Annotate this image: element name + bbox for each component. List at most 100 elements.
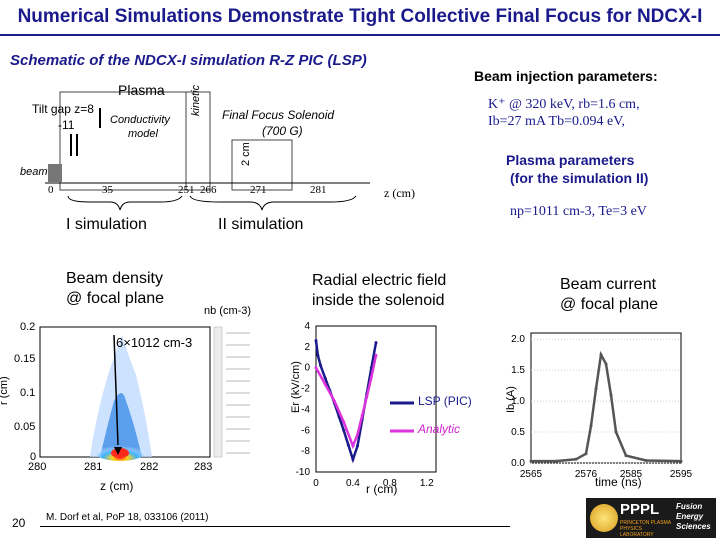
density-panel: nb (cm-3) 6×1012 cm-3 r (cm) 0.2 0.15 0.… xyxy=(0,305,290,495)
data-point xyxy=(323,382,327,386)
solenoid-field: (700 G) xyxy=(262,124,303,138)
data-point xyxy=(554,459,558,463)
data-point xyxy=(365,395,369,399)
y-tick-label: -6 xyxy=(301,425,310,436)
data-point xyxy=(594,387,598,391)
footer-rule xyxy=(40,526,510,527)
y-tick-label: 0.5 xyxy=(511,427,525,438)
current-ylabel: Ib (A) xyxy=(505,386,517,413)
conductivity-label: Conductivity xyxy=(110,114,170,126)
density-plot xyxy=(39,326,250,461)
data-point xyxy=(319,364,323,368)
logo-pppl: PPPL xyxy=(620,501,660,518)
two-cm-label: 2 cm xyxy=(240,142,252,166)
y-tick-label: 0 xyxy=(304,363,310,374)
data-point xyxy=(529,459,533,463)
data-point xyxy=(589,424,593,428)
logo-pppl-sub: PRINCETON PLASMA PHYSICS LABORATORY xyxy=(620,520,671,538)
peak-density-label: 6×1012 cm-3 xyxy=(116,335,193,350)
slide-subtitle: Schematic of the NDCX-I simulation R-Z P… xyxy=(10,52,367,69)
data-point xyxy=(346,443,350,447)
density-xlabel: z (cm) xyxy=(100,479,134,493)
colorbar-label: nb (cm-3) xyxy=(204,305,252,317)
logo-fes: Fusion Energy Sciences xyxy=(676,502,711,531)
density-ylabel: r (cm) xyxy=(0,376,10,405)
x-tick-label: 0.4 xyxy=(346,478,360,489)
injection-params-header: Beam injection parameters: xyxy=(474,68,658,84)
data-point xyxy=(314,339,318,343)
z-axis-label: z (cm) xyxy=(384,186,415,200)
series-line-2 xyxy=(314,354,378,450)
x-tick-label: 2585 xyxy=(620,469,643,480)
y-tick-label: 4 xyxy=(304,321,310,332)
pppl-fes-logo: PPPL PRINCETON PLASMA PHYSICS LABORATORY… xyxy=(586,498,716,538)
z-tick-35: 35 xyxy=(102,184,113,196)
density-ytick: 0.05 xyxy=(14,421,36,433)
density-xtick: 280 xyxy=(28,461,47,473)
plasma-params-subheader: (for the simulation II) xyxy=(510,170,649,186)
current-heading: Beam current xyxy=(560,276,657,293)
data-point xyxy=(584,452,588,456)
current-panel: 2.0 1.5 1.0 0.5 0.0 2565 2576 2585 2595 Ib (A) t… xyxy=(505,325,720,495)
data-point xyxy=(644,459,648,463)
data-point xyxy=(374,353,378,357)
efield-plot: 420-2-4-6-8-100 0.4 0.8 1.2 xyxy=(296,321,437,489)
current-heading-2: @ focal plane xyxy=(560,296,659,313)
data-point xyxy=(374,341,378,345)
plot-frame xyxy=(530,332,682,464)
data-point xyxy=(323,376,327,380)
data-point xyxy=(574,457,578,461)
tilt-gap-label: Tilt gap z=8 xyxy=(32,102,94,116)
density-ytick: 0.1 xyxy=(20,387,36,399)
y-tick-label: -10 xyxy=(296,467,311,478)
simulation-schematic: Plasma Tilt gap z=8 -11 Conductivity mod… xyxy=(0,78,460,278)
data-point xyxy=(314,366,318,370)
plasma-params-line: np=1011 cm-3, Te=3 eV xyxy=(510,204,647,219)
page-number: 20 xyxy=(12,516,26,530)
efield-heading-2: inside the solenoid xyxy=(312,292,445,309)
y-tick-label: 0.0 xyxy=(511,458,525,469)
data-point xyxy=(356,444,360,448)
injection-params-line2: Ib=27 mA Tb=0.094 eV, xyxy=(488,114,625,129)
data-point xyxy=(316,353,320,357)
title-divider xyxy=(0,34,720,36)
efield-ylabel: Er (kV/cm) xyxy=(290,361,302,413)
y-tick-label: -8 xyxy=(301,446,310,457)
efield-heading: Radial electric field xyxy=(312,272,447,289)
injection-params-line1: K⁺ @ 320 keV, rb=1.6 cm, xyxy=(488,97,640,112)
data-point xyxy=(679,459,683,463)
data-point xyxy=(351,444,355,448)
density-xtick: 283 xyxy=(194,461,213,473)
density-heading-2: @ focal plane xyxy=(66,290,165,307)
data-point xyxy=(351,457,355,461)
data-point xyxy=(604,362,608,366)
data-point xyxy=(599,353,603,357)
sun-icon xyxy=(590,504,618,532)
data-point xyxy=(624,454,628,458)
x-tick-label: 2595 xyxy=(670,469,693,480)
model-label: model xyxy=(128,128,158,140)
data-point xyxy=(360,414,364,418)
legend-lsp: LSP (PIC) xyxy=(418,394,472,408)
density-xtick: 281 xyxy=(84,461,103,473)
data-point xyxy=(614,430,618,434)
beam-label: beam xyxy=(20,166,48,178)
x-tick-label: 1.2 xyxy=(420,478,434,489)
x-tick-label: 0 xyxy=(313,478,319,489)
current-xlabel: time (ns) xyxy=(595,475,642,489)
plot-frame xyxy=(315,325,437,473)
y-tick-label: 2 xyxy=(304,342,310,353)
density-ytick: 0 xyxy=(30,451,37,463)
simulation-ii-label: II simulation xyxy=(218,216,304,233)
y-tick-label: -2 xyxy=(301,384,310,395)
data-point xyxy=(342,428,346,432)
density-heading: Beam density xyxy=(66,270,163,287)
z-tick-271: 271 xyxy=(250,184,267,196)
tilt-gap-value: -11 xyxy=(58,118,75,132)
legend-analytic: Analytic xyxy=(418,422,461,436)
plasma-params-header: Plasma parameters xyxy=(506,152,635,168)
kinetic-label: kinetic xyxy=(190,84,202,116)
z-tick-251: 251 xyxy=(178,184,195,196)
simulation-i-label: I simulation xyxy=(66,216,147,233)
z-tick-0: 0 xyxy=(48,184,54,196)
